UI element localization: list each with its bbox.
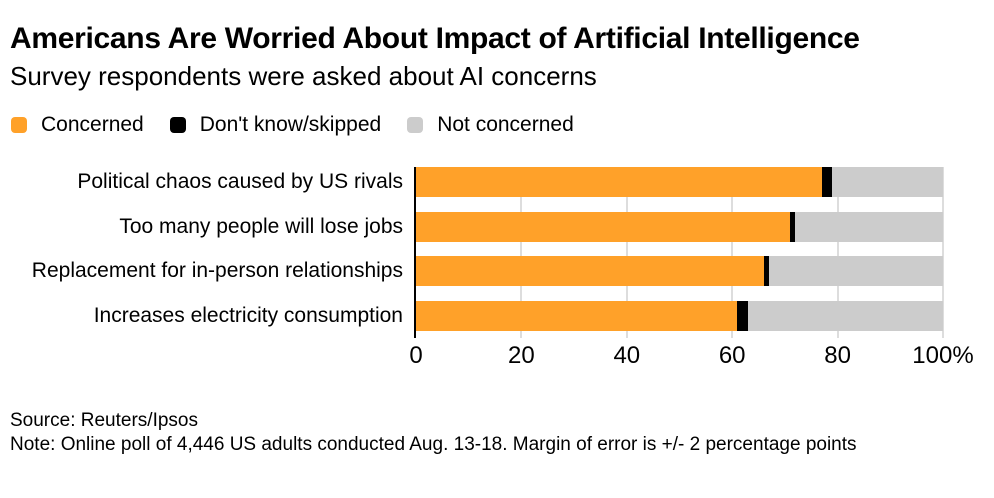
bar-segment [416, 212, 791, 242]
legend-label-not-concerned: Not concerned [437, 113, 574, 136]
gridline-80 [836, 167, 839, 338]
x-tick-label-80: 80 [824, 342, 851, 369]
x-tick-label-20: 20 [508, 342, 535, 369]
x-tick-label-0: 0 [409, 342, 423, 369]
note-text: Note: Online poll of 4,446 US adults con… [10, 434, 857, 455]
dont-know-swatch-icon [169, 117, 186, 133]
gridline-40 [625, 167, 628, 338]
bar-segment [416, 256, 764, 286]
concerned-swatch-icon [11, 117, 27, 133]
x-tick-label-100: 100% [912, 342, 974, 369]
bar-segment [763, 256, 770, 286]
bar-segment [416, 167, 822, 197]
chart-title: Americans Are Worried About Impact of Ar… [10, 22, 860, 55]
bar-segment [737, 301, 748, 331]
bar-segment [769, 256, 943, 286]
bar-row-3 [416, 301, 943, 331]
bar-segment [416, 301, 738, 331]
x-tick-label-60: 60 [718, 342, 746, 369]
not-concerned-swatch-icon [407, 117, 424, 133]
legend-label-dont-know: Don't know/skipped [199, 113, 382, 136]
bar-segment [790, 212, 796, 242]
legend-item-dont-know: Don't know/skipped [169, 113, 382, 137]
category-label-0: Political chaos caused by US rivals [77, 170, 403, 193]
chart-legend: Concerned Don't know/skipped Not concern… [11, 112, 574, 138]
y-axis-line [414, 167, 416, 338]
plot-area [414, 167, 944, 338]
bar-row-0 [416, 167, 943, 197]
gridline-100 [942, 167, 944, 338]
bar-segment [795, 212, 943, 242]
bar-segment [748, 301, 943, 331]
gridline-60 [731, 167, 734, 338]
legend-item-concerned: Concerned [11, 113, 144, 137]
category-labels: Political chaos caused by US rivals Too m… [0, 167, 403, 338]
bar-row-2 [416, 256, 943, 286]
category-label-1: Too many people will lose jobs [119, 215, 403, 238]
gridline-20 [520, 167, 523, 338]
x-axis: 0 20 40 60 80 100% [409, 342, 973, 370]
chart-subtitle: Survey respondents were asked about AI c… [10, 61, 597, 91]
category-label-3: Increases electricity consumption [93, 304, 403, 327]
legend-label-concerned: Concerned [41, 113, 144, 136]
x-tick-label-40: 40 [613, 342, 641, 369]
bar-segment [821, 167, 833, 197]
source-text: Source: Reuters/Ipsos [10, 410, 198, 431]
category-label-2: Replacement for in-person relationships [31, 259, 403, 282]
bar-row-1 [416, 212, 943, 242]
legend-item-not-concerned: Not concerned [407, 113, 574, 137]
bar-segment [832, 167, 943, 197]
